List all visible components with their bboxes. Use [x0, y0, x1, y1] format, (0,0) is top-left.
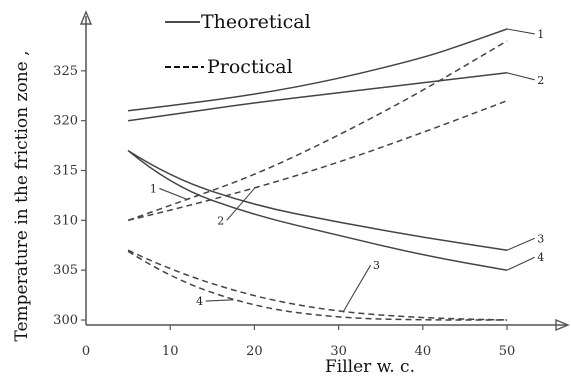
curve-label-leader [342, 264, 372, 313]
series-dashed-1 [127, 40, 508, 222]
x-tick-label: 10 [162, 344, 179, 359]
x-ticks: 0 10 20 30 40 50 [82, 325, 515, 359]
curve-label-dashed-1: 1 [150, 182, 157, 195]
curve-labels: 1 2 3 4 1 2 3 4 [150, 28, 544, 313]
curve-label-solid-1: 1 [537, 28, 544, 41]
legend-label-theoretical: Theoretical [201, 11, 311, 33]
y-tick-label: 325 [53, 64, 78, 79]
y-tick-label: 300 [53, 313, 78, 328]
curve-label-leader [226, 188, 255, 221]
x-axis-arrow [555, 318, 570, 332]
series-group [127, 28, 508, 321]
curve-label-leader [506, 28, 535, 35]
curve-label-solid-4: 4 [537, 251, 544, 264]
x-tick-label: 50 [499, 344, 516, 359]
curve-label-dashed-4: 4 [196, 295, 203, 308]
curve-label-leader [205, 299, 234, 302]
curve-label-solid-3: 3 [537, 232, 544, 245]
y-tick-label: 310 [53, 213, 78, 228]
series-solid-1 [128, 28, 508, 112]
x-tick-label: 30 [330, 344, 347, 359]
x-axis-label: Filler w. c. [325, 357, 415, 377]
x-tick-label: 40 [415, 344, 432, 359]
y-tick-label: 305 [53, 263, 78, 278]
y-tick-label: 320 [53, 114, 78, 129]
curve-label-leader [506, 72, 535, 81]
series-dashed-3 [127, 249, 508, 321]
x-tick-label: 0 [82, 344, 90, 359]
curve-label-dashed-2: 2 [217, 214, 224, 227]
curve-label-dashed-3: 3 [373, 259, 380, 272]
series-dashed-2 [127, 99, 508, 222]
series-solid-3 [127, 149, 508, 251]
y-tick-label: 315 [53, 164, 78, 179]
curve-label-leader [506, 237, 535, 251]
series-dashed-4 [127, 250, 508, 321]
x-tick-label: 20 [246, 344, 263, 359]
y-ticks: 300 305 310 315 320 325 [53, 64, 86, 328]
legend-label-proctical: Proctical [207, 56, 293, 78]
curve-label-leader [506, 256, 535, 271]
y-axis-label: Temperature in the friction zone , [12, 50, 32, 341]
curve-label-solid-2: 2 [537, 74, 544, 87]
y-axis-arrow [79, 10, 93, 25]
series-solid-2 [127, 72, 508, 122]
legend: Theoretical Proctical [165, 11, 311, 78]
curve-label-leader [159, 187, 188, 200]
series-solid-4 [127, 150, 508, 271]
